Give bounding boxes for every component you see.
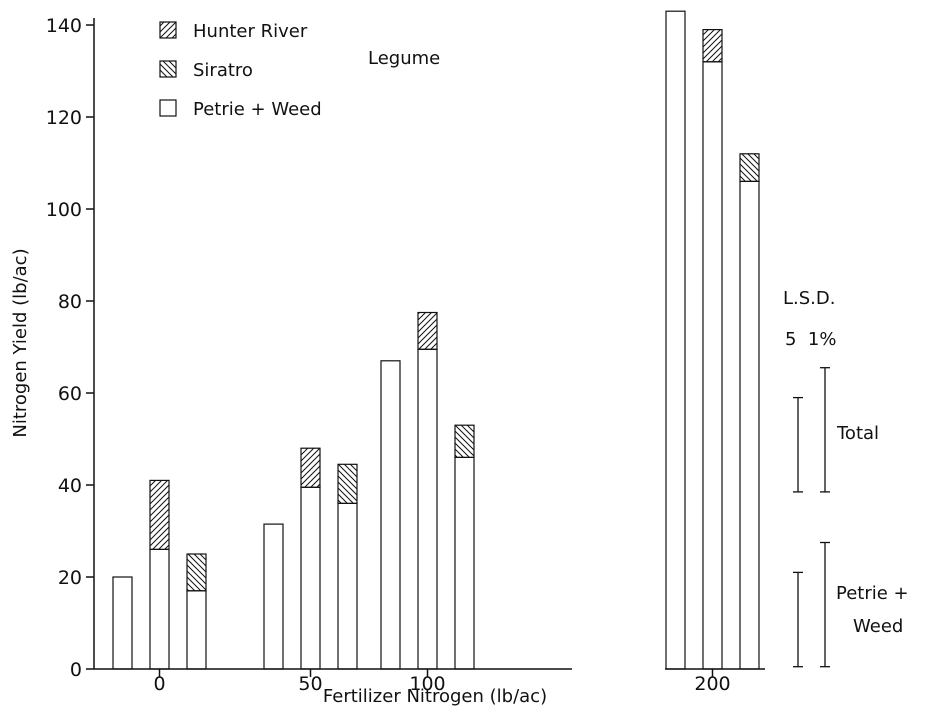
lsd-petrie-label-line1: Petrie +: [836, 583, 909, 604]
lsd-petrie-label-line2: Weed: [853, 616, 903, 637]
bar-segment-siratro: [454, 424, 475, 459]
y-tick-label: 0: [70, 659, 82, 681]
bar-petrie-weed: [454, 456, 475, 670]
bar-segment-siratro: [186, 553, 207, 592]
bar-petrie-weed: [186, 590, 207, 670]
bar-petrie-weed: [702, 61, 723, 670]
bar-segment-siratro: [739, 153, 760, 183]
bar-petrie-weed: [300, 486, 321, 670]
y-axis-label: Nitrogen Yield (lb/ac): [10, 248, 31, 437]
bar-segment-hunter-river: [417, 311, 438, 350]
bar-petrie-weed: [739, 180, 760, 670]
bar-petrie-weed: [149, 548, 170, 670]
lsd-petrie-1pct: [820, 541, 830, 668]
bar-segment-siratro: [337, 463, 358, 504]
y-tick-label: 120: [46, 107, 82, 129]
lsd-total-1pct: [820, 367, 830, 493]
bar-petrie-weed: [112, 576, 133, 670]
x-tick-label: 50: [298, 673, 322, 695]
x-tick-label: 100: [409, 673, 445, 695]
lsd-total-label: Total: [836, 423, 879, 444]
lsd-levels: 5 1%: [785, 329, 836, 350]
bar-petrie-weed: [665, 10, 686, 670]
bar-segment-hunter-river: [300, 447, 321, 488]
x-axis: 0 50 100 200: [94, 668, 765, 695]
x-tick-label: 200: [694, 673, 730, 695]
y-tick-label: 140: [46, 15, 82, 37]
legend-swatch-hunter-river: [159, 21, 177, 39]
lsd-petrie-5pct: [793, 571, 803, 668]
y-tick-label: 80: [58, 291, 82, 313]
legend: Hunter River Siratro Petrie + Weed Legum…: [159, 21, 440, 120]
y-tick-label: 20: [58, 567, 82, 589]
y-ticks: 0 20 40 60 80 100 120 140: [46, 15, 94, 681]
y-tick-label: 60: [58, 383, 82, 405]
x-axis-label: Fertilizer Nitrogen (lb/ac): [323, 686, 547, 707]
legend-group-label: Legume: [368, 48, 440, 69]
lsd-title: L.S.D.: [783, 288, 835, 309]
legend-swatch-petrie-weed: [159, 99, 177, 117]
legend-label-siratro: Siratro: [193, 60, 253, 81]
y-axis: 0 20 40 60 80 100 120 140: [46, 15, 95, 681]
lsd-total-5pct: [793, 396, 803, 493]
x-tick-label: 0: [153, 673, 165, 695]
legend-swatch-siratro: [159, 60, 177, 78]
legend-label-petrie-weed: Petrie + Weed: [193, 99, 322, 120]
bars-layer: [112, 10, 760, 670]
lsd-error-bars: [793, 367, 830, 668]
legend-label-hunter-river: Hunter River: [193, 21, 308, 42]
bar-segment-hunter-river: [149, 479, 170, 550]
x-tick-labels: 0 50 100 200: [153, 669, 731, 695]
bar-petrie-weed: [380, 360, 401, 670]
y-tick-label: 100: [46, 199, 82, 221]
lsd-panel: L.S.D. 5 1% Total Petrie + Weed: [783, 288, 909, 668]
bar-petrie-weed: [417, 348, 438, 670]
bar-segment-hunter-river: [702, 29, 723, 63]
y-tick-label: 40: [58, 475, 82, 497]
bar-petrie-weed: [337, 502, 358, 670]
bar-petrie-weed: [263, 523, 284, 670]
